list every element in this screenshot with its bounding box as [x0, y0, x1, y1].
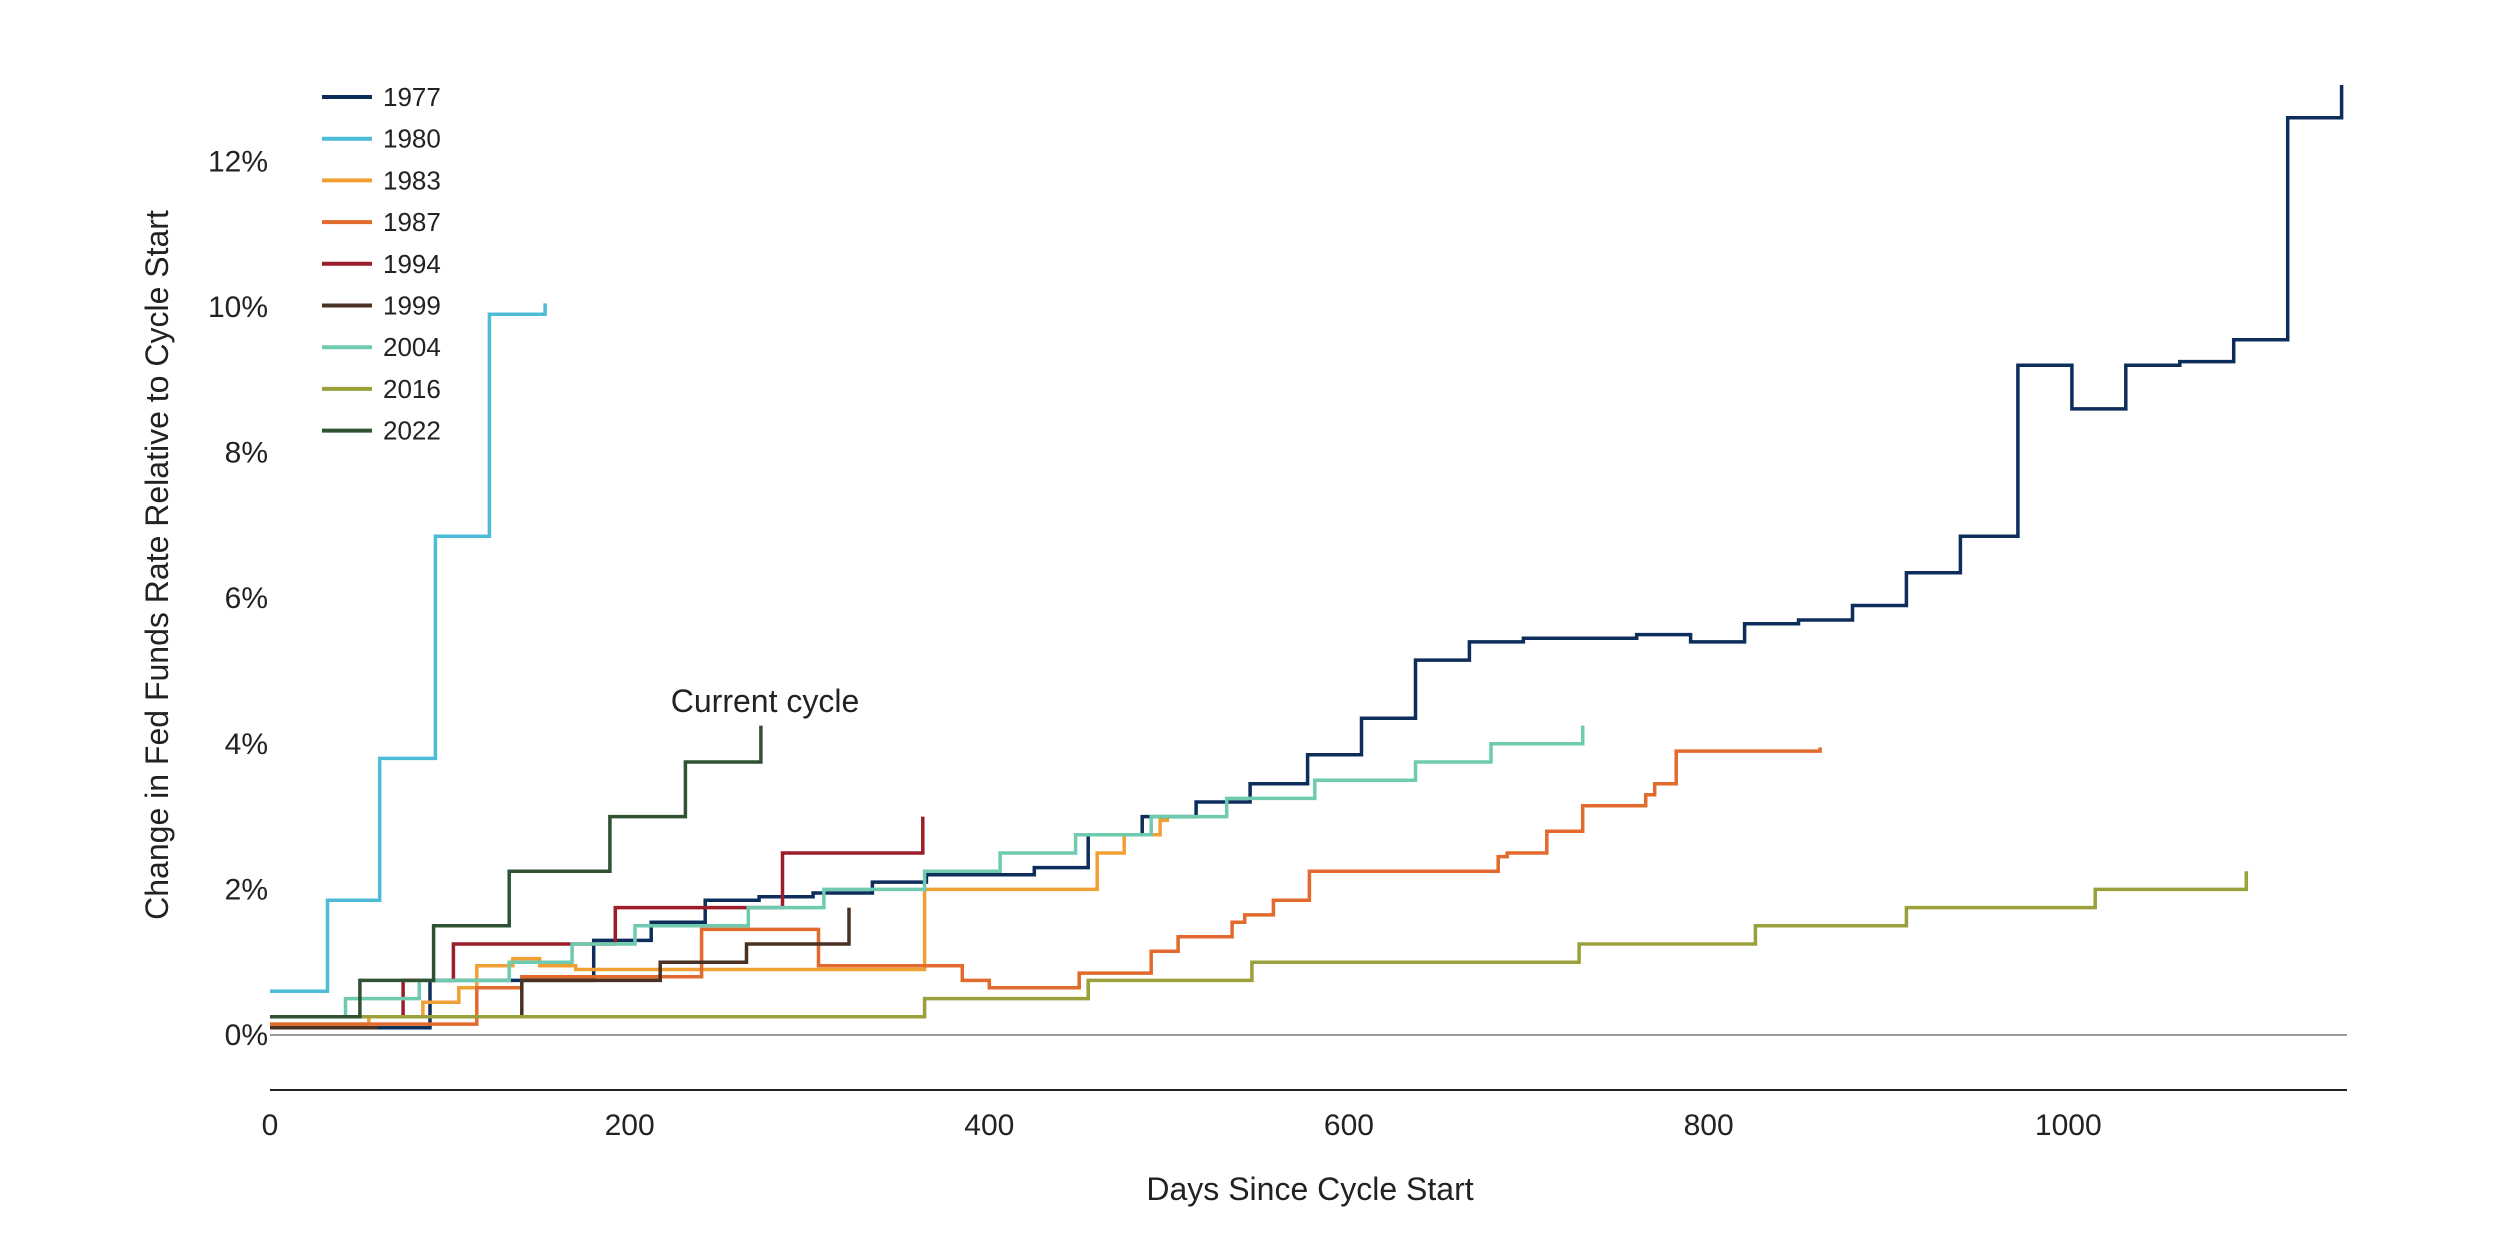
- x-tick-label: 800: [1684, 1109, 1734, 1142]
- x-tick-label: 1000: [2035, 1109, 2102, 1142]
- y-tick-label: 0%: [225, 1019, 268, 1052]
- legend-label: 1994: [383, 249, 441, 279]
- current-cycle-annotation: Current cycle: [671, 683, 860, 719]
- y-axis-ticks: 0% 2% 4% 6% 8% 10% 12%: [208, 145, 268, 1052]
- y-axis-title: Change in Fed Funds Rate Relative to Cyc…: [139, 210, 175, 920]
- series-line-1977: [270, 85, 2344, 1030]
- x-tick-label: 0: [262, 1109, 279, 1142]
- legend-label: 1980: [383, 124, 441, 154]
- y-tick-label: 10%: [208, 291, 268, 324]
- series-line-1987: [270, 747, 1822, 1026]
- series-line-2022: [270, 725, 763, 1019]
- x-tick-label: 200: [605, 1109, 655, 1142]
- series-line-1980: [270, 303, 547, 994]
- x-tick-label: 400: [964, 1109, 1014, 1142]
- legend-label: 2022: [383, 416, 441, 446]
- plot-area: [270, 85, 2344, 1030]
- series-line-1999: [359, 907, 851, 1019]
- series-line-1994: [270, 816, 925, 1019]
- y-tick-label: 8%: [225, 437, 268, 470]
- series-line-1983: [270, 818, 1170, 1026]
- legend-label: 1999: [383, 291, 441, 321]
- x-axis-title: Days Since Cycle Start: [1146, 1171, 1473, 1207]
- y-tick-label: 6%: [225, 582, 268, 615]
- series-line-2016: [270, 871, 2249, 1019]
- legend-label: 2016: [383, 374, 441, 404]
- legend-label: 1977: [383, 82, 441, 112]
- x-tick-label: 600: [1324, 1109, 1374, 1142]
- x-axis-ticks: 0 200 400 600 800 1000: [262, 1109, 2102, 1142]
- y-tick-label: 4%: [225, 728, 268, 761]
- series-line-2004: [270, 725, 1585, 1019]
- legend-label: 1983: [383, 165, 441, 195]
- y-tick-label: 12%: [208, 145, 268, 178]
- legend: 1977 1980 1983 1987 1994 1999 2004 2016 2022: [322, 82, 441, 446]
- legend-label: 2004: [383, 332, 441, 362]
- y-tick-label: 2%: [225, 873, 268, 906]
- legend-label: 1987: [383, 207, 441, 237]
